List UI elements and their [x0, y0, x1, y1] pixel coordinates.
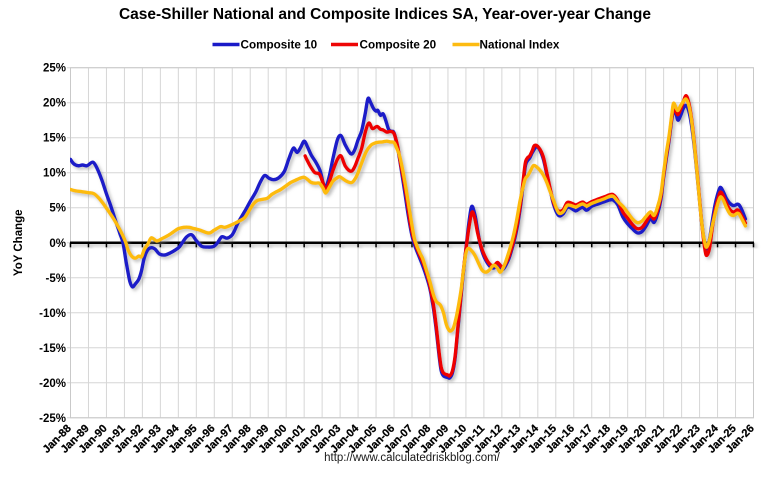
svg-text:20%: 20% — [43, 98, 66, 110]
svg-text:-20%: -20% — [39, 378, 66, 390]
svg-text:Composite 20: Composite 20 — [360, 39, 437, 52]
svg-text:http://www.calculatedriskblog.: http://www.calculatedriskblog.com/ — [324, 452, 501, 464]
svg-text:-5%: -5% — [46, 273, 66, 285]
svg-text:15%: 15% — [43, 133, 66, 145]
svg-text:10%: 10% — [43, 168, 66, 180]
svg-text:Case-Shiller National and Comp: Case-Shiller National and Composite Indi… — [119, 6, 651, 23]
svg-text:-15%: -15% — [39, 343, 66, 355]
svg-text:-10%: -10% — [39, 308, 66, 320]
svg-text:0%: 0% — [49, 238, 66, 250]
svg-text:25%: 25% — [43, 63, 66, 75]
svg-text:-25%: -25% — [39, 413, 66, 425]
svg-text:5%: 5% — [49, 203, 66, 215]
svg-text:National Index: National Index — [480, 39, 560, 52]
svg-text:Composite 10: Composite 10 — [241, 39, 318, 52]
svg-text:YoY Change: YoY Change — [13, 209, 25, 276]
